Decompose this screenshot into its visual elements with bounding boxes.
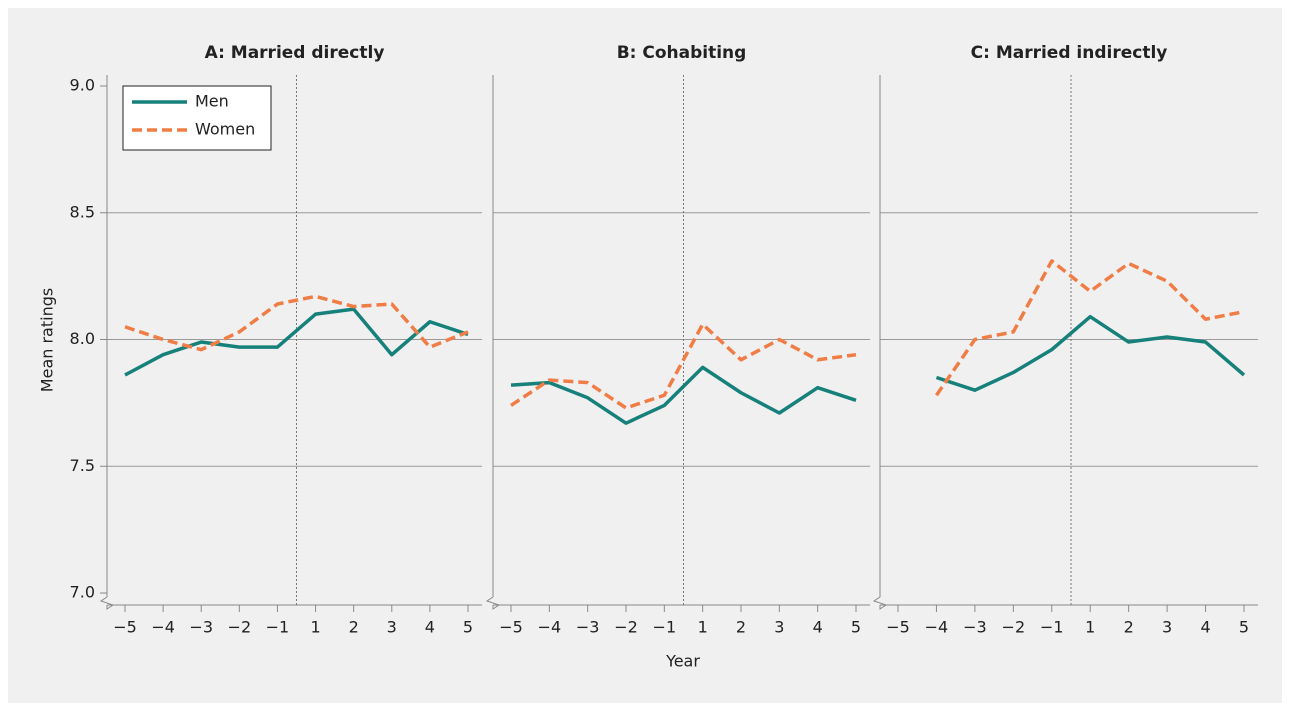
legend-box (122, 85, 272, 151)
x-tick-label: 1 (310, 618, 320, 637)
x-tick-label: −2 (1002, 618, 1026, 637)
panel-title: C: Married indirectly (971, 43, 1168, 63)
x-tick-label: −4 (538, 618, 562, 637)
x-tick-label: −5 (886, 618, 910, 637)
x-tick-label: −2 (228, 618, 252, 637)
x-tick-label: 3 (1162, 618, 1172, 637)
x-tick-label: −4 (151, 618, 175, 637)
x-tick-label: 1 (698, 618, 708, 637)
x-tick-label: 2 (349, 618, 359, 637)
y-tick-label: 7.0 (70, 583, 95, 602)
x-tick-label: −4 (925, 618, 949, 637)
y-tick-label: 7.5 (70, 456, 95, 475)
series-line (935, 314, 1246, 392)
x-tick-label: 3 (387, 618, 397, 637)
y-axis-title: Mean ratings (38, 288, 57, 392)
series-line (510, 322, 857, 410)
panel-title: B: Cohabiting (617, 43, 747, 63)
x-tick-label: 5 (851, 618, 861, 637)
x-tick-label: 3 (774, 618, 784, 637)
legend-label: Women (195, 120, 255, 139)
x-tick-label: 4 (425, 618, 435, 637)
series-line (510, 365, 857, 425)
x-tick-label: −3 (189, 618, 213, 637)
x-tick-label: 5 (463, 618, 473, 637)
x-tick-label: 2 (1124, 618, 1134, 637)
x-tick-label: 2 (736, 618, 746, 637)
x-tick-label: −3 (576, 618, 600, 637)
x-axis-title: Year (665, 652, 700, 671)
x-tick-label: −1 (266, 618, 290, 637)
x-tick-label: 1 (1085, 618, 1095, 637)
y-tick-label: 9.0 (70, 76, 95, 95)
series-line (124, 307, 469, 377)
x-tick-label: 4 (813, 618, 823, 637)
x-tick-label: 4 (1200, 618, 1210, 637)
series-line (935, 259, 1245, 397)
x-tick-label: −1 (1040, 618, 1064, 637)
series-line (124, 294, 469, 352)
x-tick-label: −5 (499, 618, 523, 637)
legend-label: Men (195, 92, 229, 111)
panel-title: A: Married directly (205, 43, 385, 63)
x-tick-label: 5 (1239, 618, 1249, 637)
x-tick-label: −5 (113, 618, 137, 637)
y-tick-label: 8.5 (70, 202, 95, 221)
y-tick-label: 8.0 (70, 329, 95, 348)
x-tick-label: −1 (653, 618, 677, 637)
x-tick-label: −2 (614, 618, 638, 637)
x-tick-label: −3 (963, 618, 987, 637)
